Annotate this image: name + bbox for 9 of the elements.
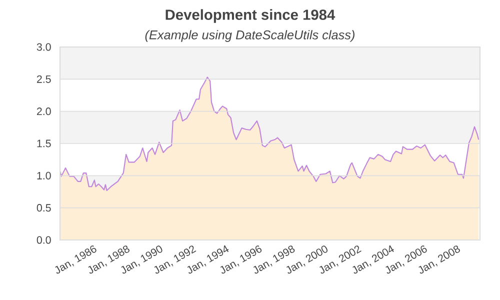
- y-tick-label: 1.5: [37, 140, 51, 148]
- chart-subtitle: (Example using DateScaleUtils class): [145, 30, 354, 42]
- y-tick-label: 2.0: [37, 108, 51, 116]
- y-tick-label: 0.5: [36, 204, 51, 212]
- y-tick-label: 3.0: [36, 43, 51, 51]
- y-tick-label: 1.0: [37, 172, 51, 180]
- y-tick-label: 0.0: [36, 236, 51, 244]
- y-tick-label: 2.5: [37, 75, 51, 83]
- chart-title: Development since 1984: [166, 9, 336, 23]
